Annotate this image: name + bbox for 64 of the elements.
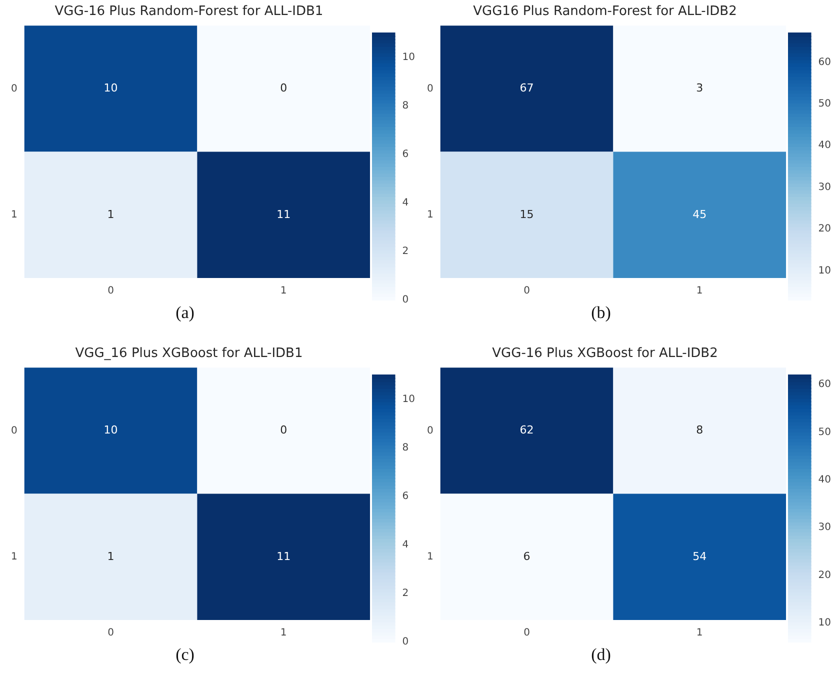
y-tick-label: 1 — [426, 551, 434, 562]
y-tick-label: 0 — [10, 83, 18, 94]
data-label: 11 — [276, 550, 291, 563]
data-label: 0 — [280, 424, 288, 437]
x-tick-label: 1 — [696, 286, 703, 297]
data-label: 3 — [696, 82, 704, 95]
color-bar-label: 10 — [402, 52, 416, 63]
color-bar-label: 10 — [818, 265, 832, 276]
color-bar-label: 10 — [818, 618, 832, 629]
data-label: 0 — [280, 82, 288, 95]
data-label: 62 — [520, 424, 534, 437]
text: (a) — [174, 303, 196, 323]
y-tick-label: 0 — [10, 425, 18, 436]
color-bar-label: 30 — [818, 522, 832, 534]
data-label: 10 — [104, 424, 118, 437]
chart-title: VGG-16 Plus Random-Forest for ALL-IDB1 — [54, 4, 324, 20]
color-bar-label: 4 — [402, 540, 409, 551]
y-tick-label: 0 — [426, 425, 434, 436]
color-bar-label: 2 — [402, 588, 409, 600]
y-tick-label: 1 — [10, 551, 18, 562]
color-bar-label: 8 — [402, 100, 409, 112]
chart-title: VGG16 Plus Random-Forest for ALL-IDB2 — [473, 4, 737, 20]
data-label: 1 — [107, 550, 114, 563]
x-tick-label: 0 — [108, 628, 114, 639]
color-bar-label: 20 — [818, 224, 832, 235]
data-label: 8 — [696, 424, 704, 437]
x-tick-label: 1 — [280, 628, 287, 639]
x-tick-label: 0 — [524, 286, 530, 297]
color-bar-label: 8 — [402, 442, 409, 454]
data-label: 45 — [692, 208, 707, 221]
color-bar-label: 2 — [402, 246, 409, 258]
color-bar-label: 50 — [818, 426, 832, 438]
text: (b) — [590, 303, 612, 323]
data-label: 1 — [107, 208, 114, 221]
color-bar-label: 10 — [402, 394, 416, 405]
text: (d) — [590, 645, 612, 665]
color-bar-label: 30 — [818, 182, 832, 193]
x-tick-label: 1 — [696, 628, 703, 639]
color-bar-label: 20 — [818, 570, 832, 581]
color-bar-label: 0 — [402, 294, 409, 306]
color-bar-label: 60 — [818, 379, 832, 390]
data-label: 10 — [104, 82, 118, 95]
chart-title: VGG-16 Plus XGBoost for ALL-IDB2 — [492, 346, 718, 362]
color-bar-label: 0 — [402, 636, 409, 648]
color-bar-label: 60 — [818, 56, 832, 68]
color-bar-label: 6 — [402, 148, 409, 160]
data-label: 6 — [523, 550, 530, 563]
color-bar-label: 6 — [402, 490, 409, 502]
color-bar-label: 50 — [818, 98, 832, 110]
y-tick-label: 1 — [426, 209, 434, 220]
data-label: 15 — [520, 208, 534, 221]
chart-title: VGG_16 Plus XGBoost for ALL-IDB1 — [75, 346, 303, 362]
x-tick-label: 0 — [108, 286, 114, 297]
color-bar-label: 4 — [402, 198, 409, 209]
data-label: 54 — [692, 550, 707, 563]
text: (c) — [174, 645, 196, 665]
y-tick-label: 0 — [426, 83, 434, 94]
x-tick-label: 0 — [524, 628, 530, 639]
color-bar-label: 40 — [818, 474, 832, 486]
data-label: 67 — [520, 82, 534, 95]
y-tick-label: 1 — [10, 209, 18, 220]
color-bar-label: 40 — [818, 140, 832, 152]
data-label: 11 — [276, 208, 291, 221]
x-tick-label: 1 — [280, 286, 287, 297]
